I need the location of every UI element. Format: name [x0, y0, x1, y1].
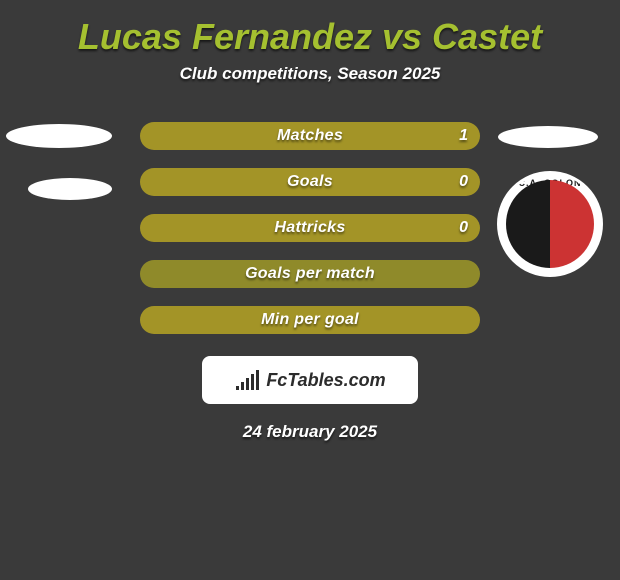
footer-date: 24 february 2025	[0, 404, 620, 442]
bars-icon	[234, 370, 262, 390]
stat-label: Min per goal	[261, 311, 359, 329]
branding-box: FcTables.com	[202, 356, 418, 404]
stat-label: Goals per match	[245, 265, 375, 283]
stat-row-goals: Goals 0	[140, 168, 480, 196]
branding-text: FcTables.com	[266, 370, 385, 391]
stat-label: Goals	[287, 173, 333, 191]
stat-row-goals-per-match: Goals per match	[140, 260, 480, 288]
player-left-ellipse-2	[28, 178, 112, 200]
colon-badge-icon: C.A. COLON	[500, 174, 600, 274]
stat-row-hattricks: Hattricks 0	[140, 214, 480, 242]
stat-label: Hattricks	[274, 219, 345, 237]
stat-value: 0	[459, 219, 468, 237]
player-left-ellipse-1	[6, 124, 112, 148]
player-right-ellipse	[498, 126, 598, 148]
badge-left-half	[506, 180, 550, 268]
club-badge-right: C.A. COLON	[500, 174, 600, 274]
page-title: Lucas Fernandez vs Castet	[0, 0, 620, 64]
stat-rows: Matches 1 Goals 0 Hattricks 0 Goals per …	[140, 102, 480, 334]
stats-container: C.A. COLON Matches 1 Goals 0 Hattricks 0…	[0, 102, 620, 442]
badge-right-half	[550, 180, 594, 268]
stat-value: 1	[459, 127, 468, 145]
stat-row-min-per-goal: Min per goal	[140, 306, 480, 334]
stat-row-matches: Matches 1	[140, 122, 480, 150]
stat-label: Matches	[277, 127, 343, 145]
stat-value: 0	[459, 173, 468, 191]
page-subtitle: Club competitions, Season 2025	[0, 64, 620, 102]
